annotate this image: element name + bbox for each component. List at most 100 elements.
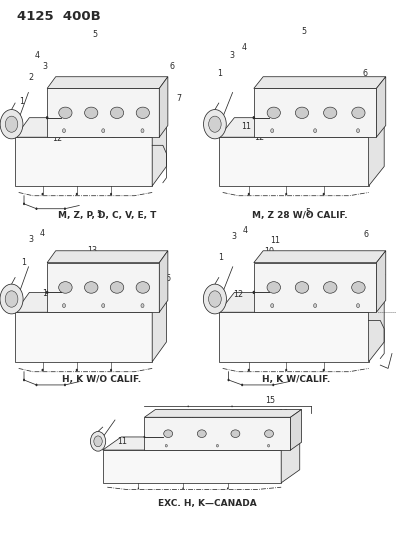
Text: 11: 11 [47, 123, 57, 131]
Circle shape [356, 129, 358, 133]
Text: 1: 1 [21, 258, 26, 266]
Circle shape [36, 384, 38, 386]
Text: 4: 4 [35, 52, 40, 60]
Ellipse shape [230, 430, 239, 438]
Ellipse shape [266, 107, 280, 118]
Text: 7: 7 [176, 94, 181, 103]
Text: 11: 11 [62, 274, 72, 282]
Text: 15: 15 [264, 397, 274, 405]
Ellipse shape [163, 430, 172, 438]
Text: 3: 3 [28, 236, 33, 244]
Polygon shape [218, 312, 368, 362]
Text: 18: 18 [205, 442, 215, 451]
Ellipse shape [136, 107, 149, 118]
Circle shape [36, 207, 38, 210]
Ellipse shape [136, 281, 149, 293]
Polygon shape [218, 137, 368, 186]
Circle shape [143, 436, 145, 438]
Text: 3: 3 [230, 232, 235, 241]
Ellipse shape [351, 281, 364, 293]
Polygon shape [218, 118, 383, 137]
Text: 12: 12 [52, 134, 62, 143]
Text: 4125  400B: 4125 400B [17, 10, 100, 22]
Circle shape [110, 193, 112, 196]
Text: 12: 12 [43, 289, 52, 297]
Circle shape [90, 432, 105, 451]
Text: 5: 5 [305, 208, 310, 216]
Text: 13: 13 [87, 246, 97, 255]
Circle shape [313, 304, 316, 308]
Circle shape [141, 129, 144, 133]
Circle shape [110, 369, 112, 372]
Ellipse shape [323, 281, 336, 293]
Polygon shape [253, 251, 385, 263]
Text: 9: 9 [107, 290, 112, 298]
Text: 6: 6 [363, 230, 368, 239]
Text: 4: 4 [242, 226, 247, 235]
Polygon shape [102, 437, 299, 450]
Circle shape [356, 304, 359, 308]
Polygon shape [218, 293, 383, 312]
Text: 16: 16 [278, 409, 288, 417]
Text: 11: 11 [270, 237, 280, 245]
Ellipse shape [266, 281, 280, 293]
Text: 6: 6 [169, 62, 174, 71]
Circle shape [5, 291, 18, 307]
Text: 10: 10 [263, 247, 273, 256]
Text: 5: 5 [93, 30, 97, 39]
Polygon shape [47, 77, 167, 88]
Text: H, K W/CALIF.: H, K W/CALIF. [261, 375, 329, 384]
Polygon shape [368, 293, 383, 362]
Circle shape [64, 384, 66, 386]
Text: 11: 11 [117, 437, 127, 446]
Ellipse shape [351, 107, 364, 118]
Text: H, K W/O CALIF.: H, K W/O CALIF. [62, 375, 141, 384]
Polygon shape [253, 88, 375, 137]
Text: 9: 9 [110, 132, 115, 140]
Text: 17: 17 [252, 432, 262, 440]
Circle shape [64, 207, 66, 210]
Polygon shape [375, 251, 385, 312]
Text: 6: 6 [165, 274, 170, 282]
Circle shape [62, 304, 65, 308]
Circle shape [76, 193, 78, 196]
Circle shape [0, 284, 23, 314]
Polygon shape [280, 437, 299, 483]
Ellipse shape [59, 281, 72, 293]
Text: 4: 4 [241, 44, 246, 52]
Polygon shape [47, 251, 167, 263]
Polygon shape [15, 137, 152, 186]
Ellipse shape [294, 107, 308, 118]
Circle shape [138, 488, 139, 489]
Text: 7: 7 [380, 274, 385, 282]
Polygon shape [15, 118, 166, 137]
Polygon shape [152, 293, 166, 362]
Circle shape [46, 291, 48, 294]
Circle shape [270, 129, 273, 133]
Circle shape [322, 369, 324, 372]
Text: 9: 9 [354, 290, 358, 298]
Text: 10: 10 [81, 108, 91, 116]
Ellipse shape [110, 107, 123, 118]
Circle shape [285, 193, 287, 196]
Text: 5: 5 [301, 28, 306, 36]
Circle shape [41, 193, 43, 196]
Circle shape [322, 193, 324, 196]
Text: 8: 8 [148, 129, 153, 138]
Circle shape [182, 488, 183, 489]
Text: 6: 6 [362, 69, 367, 78]
Text: 11: 11 [241, 123, 251, 131]
Text: 14: 14 [329, 290, 339, 298]
Circle shape [252, 116, 254, 119]
Text: 1: 1 [218, 254, 223, 262]
Circle shape [165, 445, 167, 447]
Polygon shape [253, 77, 385, 88]
Circle shape [252, 291, 254, 294]
Circle shape [94, 436, 102, 447]
Circle shape [270, 304, 273, 308]
Circle shape [226, 488, 228, 489]
Circle shape [267, 445, 269, 447]
Circle shape [247, 369, 249, 372]
Circle shape [313, 129, 316, 133]
Circle shape [208, 291, 221, 307]
